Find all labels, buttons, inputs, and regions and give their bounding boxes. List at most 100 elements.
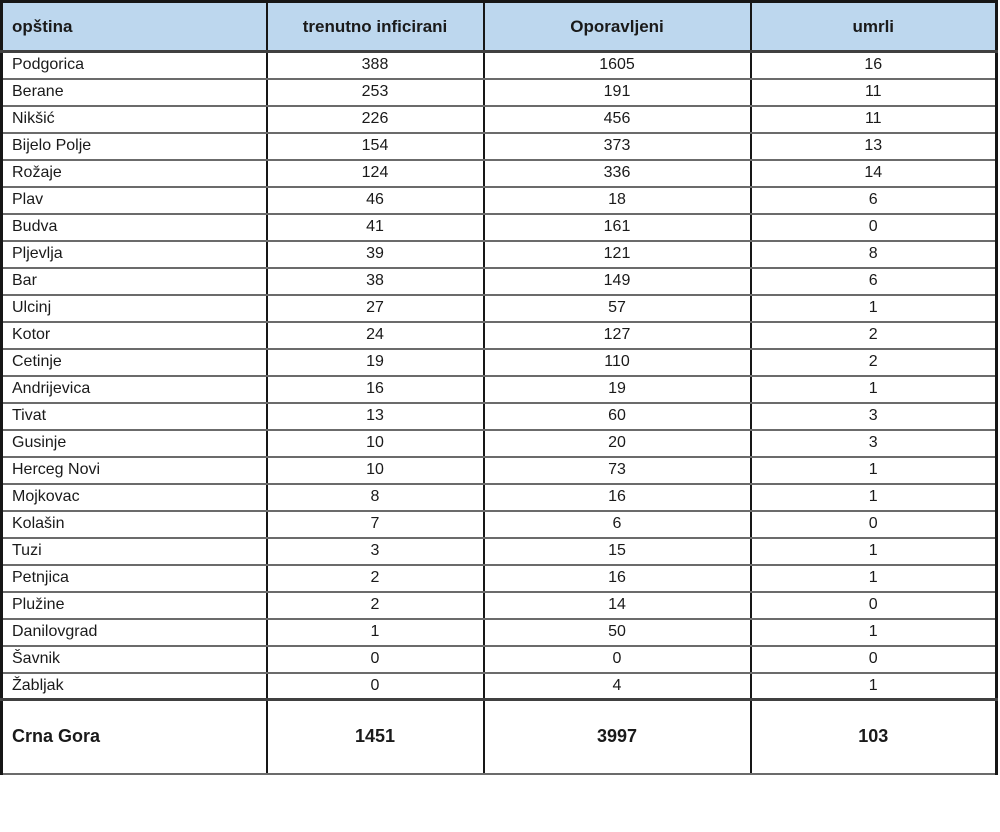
value-cell: 50 <box>482 617 752 647</box>
value-cell: 0 <box>749 509 998 539</box>
value-cell: 19 <box>482 374 752 404</box>
table-row: Danilovgrad 1 50 1 <box>0 617 998 647</box>
value-cell: 6 <box>482 509 752 539</box>
municipality-cell: Danilovgrad <box>0 617 268 647</box>
value-cell: 6 <box>749 266 998 296</box>
value-cell: 253 <box>265 77 485 107</box>
municipality-cell: Šavnik <box>0 644 268 674</box>
table-row: Bar 38 149 6 <box>0 266 998 296</box>
col-header-trenutno-inficirani: trenutno inficirani <box>265 0 485 53</box>
table-row: Berane 253 191 11 <box>0 77 998 107</box>
value-cell: 27 <box>265 293 485 323</box>
value-cell: 16 <box>482 563 752 593</box>
col-header-umrli: umrli <box>749 0 998 53</box>
municipality-cell: Kotor <box>0 320 268 350</box>
table-row: Tuzi 3 15 1 <box>0 536 998 566</box>
table-row: Mojkovac 8 16 1 <box>0 482 998 512</box>
value-cell: 127 <box>482 320 752 350</box>
table-row: Cetinje 19 110 2 <box>0 347 998 377</box>
table-row: Petnjica 2 16 1 <box>0 563 998 593</box>
total-label: Crna Gora <box>0 698 268 775</box>
value-cell: 7 <box>265 509 485 539</box>
value-cell: 0 <box>749 644 998 674</box>
value-cell: 60 <box>482 401 752 431</box>
value-cell: 18 <box>482 185 752 215</box>
value-cell: 1 <box>749 671 998 701</box>
covid-municipalities-table: opština trenutno inficirani Oporavljeni … <box>0 0 998 775</box>
municipality-cell: Herceg Novi <box>0 455 268 485</box>
value-cell: 1 <box>749 482 998 512</box>
value-cell: 0 <box>482 644 752 674</box>
value-cell: 8 <box>749 239 998 269</box>
value-cell: 13 <box>749 131 998 161</box>
value-cell: 373 <box>482 131 752 161</box>
value-cell: 1 <box>749 374 998 404</box>
municipality-cell: Mojkovac <box>0 482 268 512</box>
value-cell: 121 <box>482 239 752 269</box>
value-cell: 73 <box>482 455 752 485</box>
value-cell: 10 <box>265 455 485 485</box>
value-cell: 154 <box>265 131 485 161</box>
value-cell: 110 <box>482 347 752 377</box>
table-row: Plav 46 18 6 <box>0 185 998 215</box>
value-cell: 38 <box>265 266 485 296</box>
municipality-cell: Bar <box>0 266 268 296</box>
table-row: Ulcinj 27 57 1 <box>0 293 998 323</box>
header-row: opština trenutno inficirani Oporavljeni … <box>0 0 998 53</box>
table-row: Pljevlja 39 121 8 <box>0 239 998 269</box>
value-cell: 1 <box>265 617 485 647</box>
municipality-cell: Podgorica <box>0 50 268 80</box>
table-row: Plužine 2 14 0 <box>0 590 998 620</box>
municipality-cell: Budva <box>0 212 268 242</box>
value-cell: 20 <box>482 428 752 458</box>
value-cell: 2 <box>265 563 485 593</box>
municipality-cell: Petnjica <box>0 563 268 593</box>
table-row: Budva 41 161 0 <box>0 212 998 242</box>
value-cell: 1 <box>749 617 998 647</box>
table-row: Herceg Novi 10 73 1 <box>0 455 998 485</box>
table-row: Andrijevica 16 19 1 <box>0 374 998 404</box>
municipality-cell: Gusinje <box>0 428 268 458</box>
value-cell: 46 <box>265 185 485 215</box>
municipality-cell: Plužine <box>0 590 268 620</box>
table-row: Podgorica 388 1605 16 <box>0 50 998 80</box>
municipality-cell: Žabljak <box>0 671 268 701</box>
total-deaths: 103 <box>749 698 998 775</box>
value-cell: 1 <box>749 563 998 593</box>
table-row: Bijelo Polje 154 373 13 <box>0 131 998 161</box>
value-cell: 15 <box>482 536 752 566</box>
value-cell: 16 <box>749 50 998 80</box>
municipality-cell: Pljevlja <box>0 239 268 269</box>
value-cell: 2 <box>749 347 998 377</box>
value-cell: 11 <box>749 104 998 134</box>
value-cell: 10 <box>265 428 485 458</box>
value-cell: 191 <box>482 77 752 107</box>
value-cell: 0 <box>265 644 485 674</box>
value-cell: 57 <box>482 293 752 323</box>
value-cell: 39 <box>265 239 485 269</box>
value-cell: 388 <box>265 50 485 80</box>
value-cell: 1 <box>749 455 998 485</box>
value-cell: 1605 <box>482 50 752 80</box>
value-cell: 0 <box>749 212 998 242</box>
value-cell: 19 <box>265 347 485 377</box>
municipality-cell: Kolašin <box>0 509 268 539</box>
value-cell: 14 <box>749 158 998 188</box>
municipality-cell: Tivat <box>0 401 268 431</box>
value-cell: 336 <box>482 158 752 188</box>
table-row: Šavnik 0 0 0 <box>0 644 998 674</box>
table-row: Nikšić 226 456 11 <box>0 104 998 134</box>
value-cell: 41 <box>265 212 485 242</box>
municipality-cell: Bijelo Polje <box>0 131 268 161</box>
value-cell: 14 <box>482 590 752 620</box>
value-cell: 0 <box>749 590 998 620</box>
value-cell: 2 <box>749 320 998 350</box>
value-cell: 24 <box>265 320 485 350</box>
value-cell: 456 <box>482 104 752 134</box>
value-cell: 1 <box>749 536 998 566</box>
value-cell: 3 <box>265 536 485 566</box>
value-cell: 16 <box>265 374 485 404</box>
value-cell: 6 <box>749 185 998 215</box>
municipality-cell: Tuzi <box>0 536 268 566</box>
